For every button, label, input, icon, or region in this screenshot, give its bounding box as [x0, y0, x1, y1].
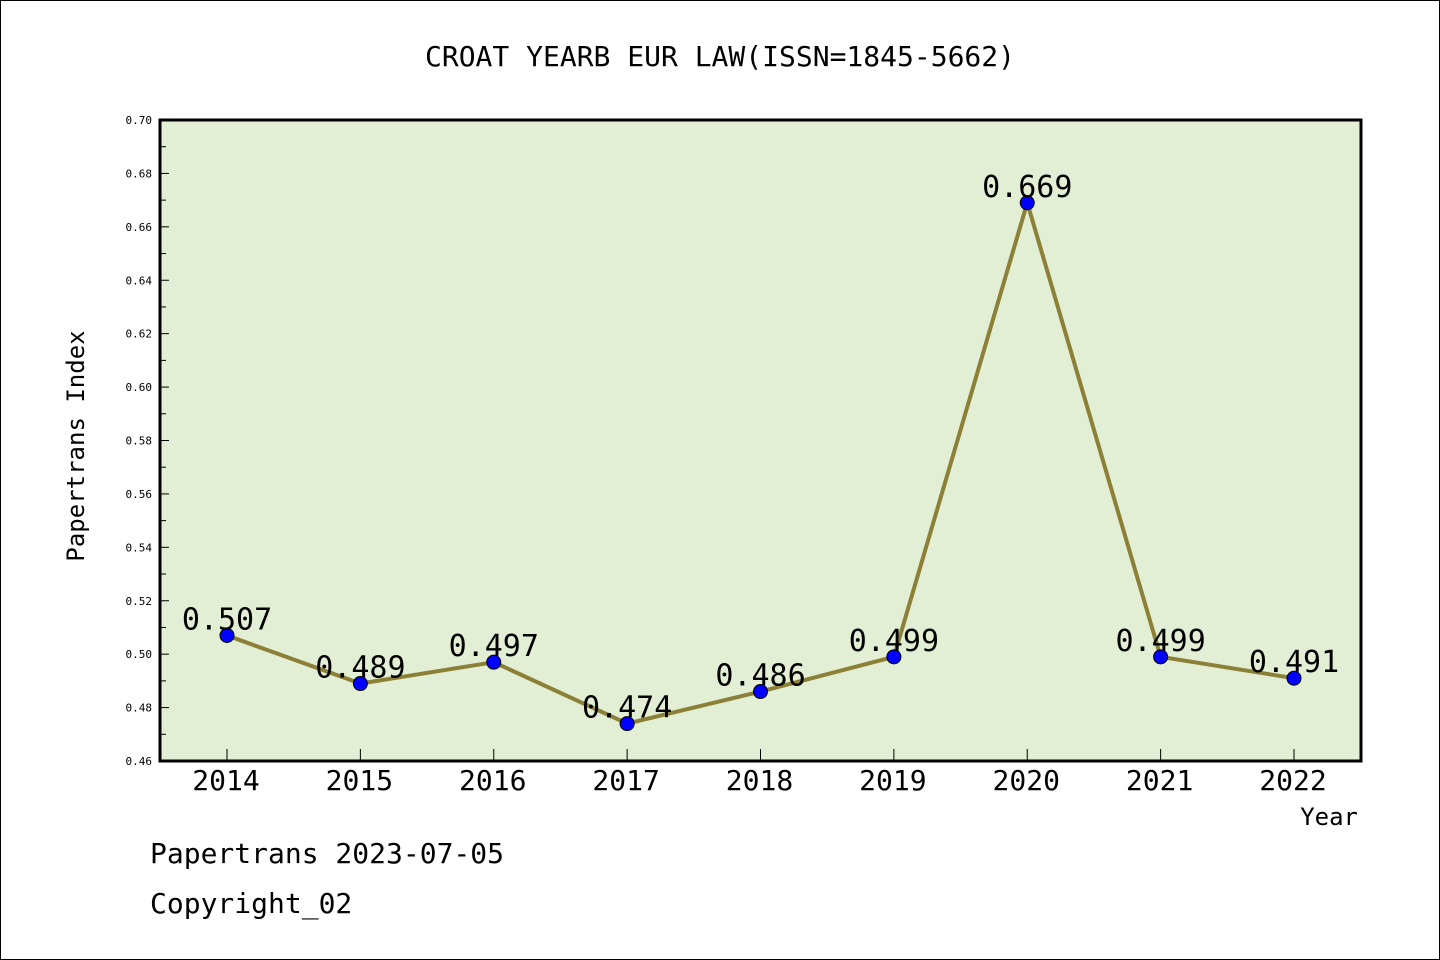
x-tick-label: 2017 [592, 764, 659, 797]
y-tick-label: 0.54 [126, 541, 153, 554]
data-point [1019, 195, 1035, 211]
data-point [619, 716, 635, 732]
y-axis: 0.46 0.48 0.50 0.52 0.54 0.56 0.58 0.60 0.62 0.64… [126, 114, 169, 768]
data-points [219, 195, 1302, 732]
data-label: 0.474 [582, 691, 672, 726]
y-tick-label: 0.68 [126, 167, 153, 180]
x-tick-label: 2016 [459, 764, 526, 797]
data-point [1286, 670, 1302, 686]
x-tick-label: 2019 [859, 764, 926, 797]
x-tick-label: 2014 [192, 764, 259, 797]
y-tick-label: 0.46 [126, 755, 153, 768]
x-tick-label: 2022 [1259, 764, 1326, 797]
data-point [753, 684, 768, 700]
data-point [1153, 649, 1169, 665]
x-tick-label: 2018 [726, 764, 793, 797]
y-tick-label: 0.66 [126, 221, 153, 234]
footer-date: Papertrans 2023-07-05 [150, 837, 504, 870]
x-axis: 2014 2015 2016 2017 2018 2019 2020 2021 2022 [192, 749, 1327, 797]
y-tick-label: 0.62 [126, 328, 153, 341]
data-label: 0.486 [715, 659, 805, 694]
data-label: 0.491 [1249, 645, 1339, 680]
y-tick-label: 0.52 [126, 595, 153, 608]
chart-title: CROAT YEARB EUR LAW(ISSN=1845-5662) [425, 40, 1015, 73]
y-tick-label: 0.58 [126, 435, 153, 448]
data-label: 0.669 [982, 170, 1072, 205]
data-label: 0.489 [315, 651, 405, 686]
footer-copyright: Copyright_02 [150, 887, 352, 921]
y-tick-label: 0.48 [126, 702, 153, 715]
y-tick-label: 0.50 [126, 648, 153, 661]
data-label: 0.499 [1115, 624, 1205, 659]
data-point [886, 649, 902, 665]
x-tick-label: 2021 [1126, 764, 1193, 797]
data-point [219, 627, 235, 643]
data-labels: 0.507 0.489 0.497 0.474 0.486 0.499 0.669 0.499… [182, 170, 1339, 726]
x-tick-label: 2020 [993, 764, 1060, 797]
data-label: 0.497 [449, 629, 539, 664]
x-tick-label: 2015 [326, 764, 393, 797]
data-point [486, 654, 502, 670]
y-tick-label: 0.70 [126, 114, 153, 127]
y-axis-label: Papertrans Index [62, 330, 90, 561]
x-axis-label: Year [1300, 803, 1358, 831]
data-point [352, 676, 368, 692]
data-label: 0.499 [849, 624, 939, 659]
y-tick-label: 0.60 [126, 381, 153, 394]
data-label: 0.507 [182, 602, 272, 637]
y-tick-label: 0.64 [126, 274, 153, 287]
y-tick-label: 0.56 [126, 488, 153, 501]
